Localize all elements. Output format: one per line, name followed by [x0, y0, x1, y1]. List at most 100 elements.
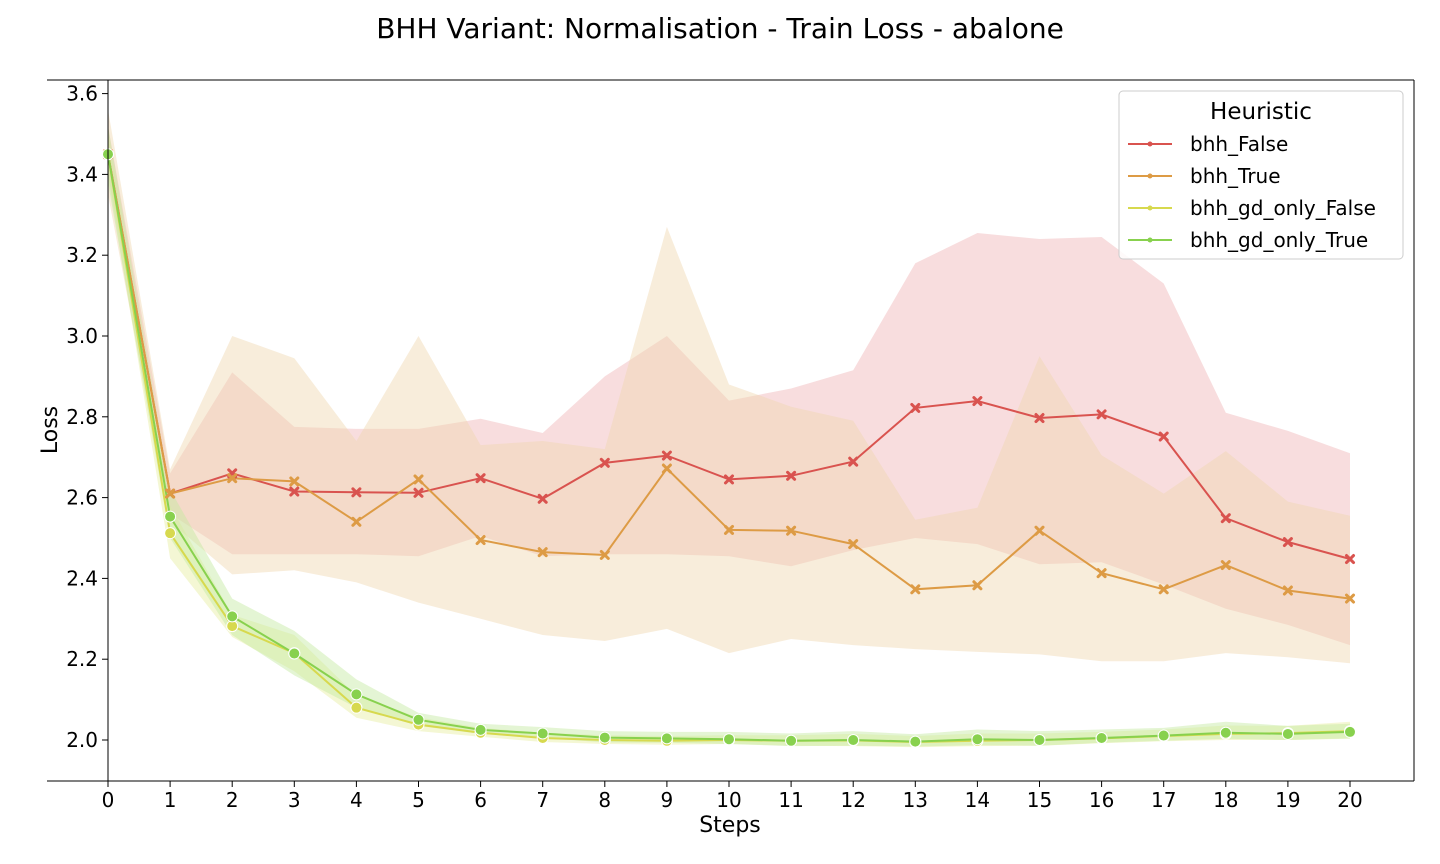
data-point-bhh-False [413, 487, 424, 498]
data-point-bhh-True [910, 584, 921, 595]
data-point-bhh-gd-only-True [660, 732, 673, 745]
x-tick-label: 8 [598, 788, 611, 812]
data-point-bhh-gd-only-True [785, 734, 798, 747]
data-point-bhh-False [1220, 513, 1231, 524]
legend-box [1118, 90, 1404, 260]
legend: Heuristic bhh_False bhh_True bhh_gd_only_F… [1118, 90, 1404, 260]
legend-title: Heuristic [1210, 99, 1312, 125]
data-point-bhh-gd-only-True [474, 723, 487, 736]
x-tick-label: 0 [102, 788, 115, 812]
data-point-bhh-False [724, 474, 734, 485]
y-tick-label: 3.6 [66, 82, 98, 106]
data-point-bhh-True [1034, 525, 1045, 536]
data-point-bhh-False [1158, 431, 1169, 442]
x-tick-label: 1 [164, 788, 177, 812]
x-tick-label: 2 [226, 788, 239, 812]
data-point-bhh-gd-only-True [1281, 727, 1294, 740]
x-ticks: 0 1 2 3 4 5 6 7 8 9 10 11 12 13 14 15 16 17 18 19 20 [102, 781, 1363, 812]
y-tick-label: 3.4 [66, 162, 98, 186]
data-point-bhh-True [1345, 593, 1355, 604]
data-point-bhh-gd-only-True [536, 727, 549, 740]
data-point-bhh-True [724, 524, 734, 535]
data-point-bhh-gd-only-True [226, 610, 239, 623]
data-point-bhh-True [599, 549, 610, 560]
data-point-bhh-True [1096, 568, 1107, 579]
legend-label: bhh_gd_only_False [1190, 196, 1376, 220]
legend-marker [1147, 173, 1153, 179]
x-tick-label: 6 [474, 788, 487, 812]
data-point-bhh-False [537, 493, 548, 504]
data-point-bhh-True [1282, 585, 1293, 596]
x-tick-label: 20 [1337, 788, 1362, 812]
x-tick-label: 7 [536, 788, 549, 812]
y-tick-label: 3.2 [66, 243, 98, 267]
data-point-bhh-False [475, 473, 486, 484]
legend-item-bhh-False: bhh_False [1128, 132, 1288, 156]
data-point-bhh-gd-only-False [164, 527, 177, 540]
data-point-bhh-gd-only-True [1033, 734, 1046, 746]
data-point-bhh-True [661, 463, 672, 474]
legend-item-bhh-gd-only-False: bhh_gd_only_False [1128, 196, 1376, 220]
legend-items: bhh_False bhh_True bhh_gd_only_False bhh_gd… [1128, 132, 1376, 252]
legend-marker [1147, 237, 1153, 243]
confidence-bands [108, 109, 1350, 748]
x-tick-label: 9 [661, 788, 674, 812]
data-point-bhh-False [910, 402, 921, 413]
data-point-bhh-False [972, 396, 983, 407]
data-point-bhh-gd-only-True [1095, 731, 1108, 744]
chart-title: BHH Variant: Normalisation - Train Loss … [376, 12, 1064, 45]
x-tick-label: 12 [840, 788, 865, 812]
x-tick-label: 18 [1213, 788, 1238, 812]
data-point-bhh-gd-only-True [350, 688, 363, 701]
data-point-bhh-True [289, 476, 300, 487]
data-point-bhh-True [1158, 584, 1169, 595]
data-point-bhh-False [1282, 537, 1293, 548]
x-tick-label: 10 [716, 788, 741, 812]
y-tick-label: 2.8 [66, 405, 98, 429]
legend-item-bhh-gd-only-True: bhh_gd_only_True [1128, 228, 1368, 252]
x-tick-label: 5 [412, 788, 425, 812]
data-point-bhh-True [972, 580, 983, 591]
y-tick-label: 2.2 [66, 647, 98, 671]
legend-label: bhh_gd_only_True [1190, 228, 1368, 252]
y-tick-label: 2.4 [66, 566, 98, 590]
x-tick-label: 11 [778, 788, 803, 812]
data-point-bhh-gd-only-True [1344, 725, 1356, 738]
x-axis-title: Steps [699, 813, 761, 838]
data-point-bhh-gd-only-True [847, 734, 860, 746]
series-markers [102, 148, 1356, 749]
data-point-bhh-False [1034, 413, 1045, 424]
data-point-bhh-True [1220, 560, 1231, 571]
data-point-bhh-gd-only-True [1157, 729, 1170, 742]
y-tick-label: 3.0 [66, 324, 98, 348]
y-axis-title: Loss [38, 406, 63, 454]
data-point-bhh-gd-only-True [1219, 726, 1232, 739]
data-point-bhh-True [537, 547, 548, 558]
x-tick-label: 14 [965, 788, 990, 812]
y-ticks: 2.0 2.2 2.4 2.6 2.8 3.0 3.2 3.4 3.6 [66, 82, 108, 752]
confidence-band-bhh-False [108, 125, 1350, 646]
x-tick-label: 13 [903, 788, 928, 812]
x-tick-label: 17 [1151, 788, 1176, 812]
x-tick-label: 19 [1275, 788, 1300, 812]
legend-item-bhh-True: bhh_True [1128, 164, 1281, 188]
data-point-bhh-gd-only-True [909, 735, 922, 748]
data-point-bhh-True [848, 539, 859, 550]
data-point-bhh-gd-only-True [412, 713, 425, 726]
data-point-bhh-True [351, 516, 362, 527]
x-tick-label: 3 [288, 788, 301, 812]
data-point-bhh-False [289, 486, 300, 497]
data-point-bhh-True [227, 473, 238, 484]
data-point-bhh-gd-only-True [971, 733, 984, 746]
data-point-bhh-False [1345, 554, 1355, 565]
legend-label: bhh_False [1190, 132, 1288, 156]
axes [47, 79, 1415, 782]
confidence-band-bhh-True [108, 109, 1350, 664]
data-point-bhh-gd-only-True [723, 733, 735, 746]
data-point-bhh-gd-only-True [288, 647, 301, 660]
data-point-bhh-gd-only-False [350, 701, 363, 714]
y-tick-label: 2.6 [66, 486, 98, 510]
data-point-bhh-True [786, 525, 797, 536]
data-point-bhh-True [475, 535, 486, 546]
